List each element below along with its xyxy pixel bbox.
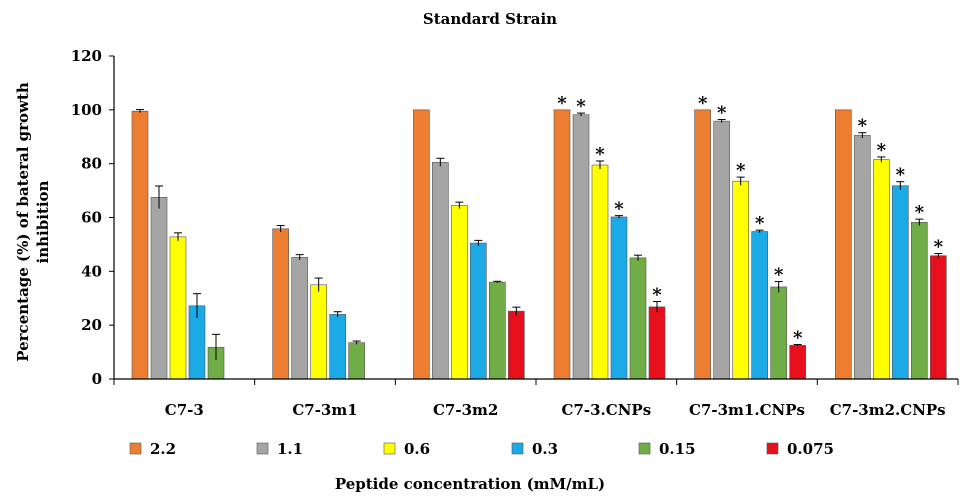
x-tick-label: C7-3m1.CNPs [689, 401, 805, 419]
bar [150, 197, 168, 380]
bar [169, 236, 187, 380]
category-labels: C7-3 C7-3m1 C7-3m2 C7-3.CNPs C7-3m1.CNPs C7-3… [165, 401, 946, 419]
bar [911, 222, 928, 380]
legend-label: 1.1 [277, 440, 303, 458]
y-axis-label-line-1: Percentage (%) of bateral growth [14, 82, 32, 362]
bar [310, 284, 327, 380]
bar [489, 281, 506, 380]
significance-marker: * [877, 140, 887, 161]
bar [553, 109, 571, 380]
y-tick-label: 0 [92, 370, 102, 388]
x-tick-label: C7-3 [165, 401, 204, 419]
legend-label: 0.075 [787, 440, 834, 458]
axes [113, 56, 959, 385]
legend-swatch [256, 442, 269, 455]
bar [751, 231, 768, 380]
y-tick-label: 100 [71, 101, 102, 119]
bar [694, 109, 711, 380]
legend-label: 2.2 [150, 440, 176, 458]
legend: 2.2 1.1 0.6 0.3 0.15 0.075 [129, 440, 834, 458]
y-tick-label: 60 [81, 209, 102, 227]
bar [413, 109, 430, 380]
significance-marker: * [614, 199, 624, 220]
x-tick-label: C7-3m1 [292, 401, 357, 419]
legend-swatch [638, 442, 651, 455]
legend-swatch [511, 442, 524, 455]
significance-marker: * [858, 116, 868, 137]
significance-marker: * [557, 93, 567, 114]
chart-title: Standard Strain [423, 10, 557, 28]
significance-marker: * [755, 213, 765, 234]
bar [770, 286, 787, 380]
bar [610, 216, 628, 380]
bar [451, 205, 468, 380]
bar [272, 228, 289, 380]
significance-marker: * [652, 284, 662, 305]
bar [348, 342, 365, 380]
significance-marker: * [896, 165, 906, 186]
x-tick-label: C7-3.CNPs [562, 401, 652, 419]
y-tick-label: 40 [81, 262, 102, 280]
bar [713, 120, 730, 380]
bar [572, 114, 590, 380]
bar [835, 109, 852, 380]
legend-label: 0.3 [532, 440, 558, 458]
x-axis-label: Peptide concentration (mM/mL) [335, 475, 605, 493]
bar [329, 314, 346, 380]
bar [930, 255, 947, 380]
bar [892, 185, 909, 380]
y-tick-label: 120 [71, 47, 102, 65]
significance-marker: * [774, 265, 784, 286]
legend-swatch [383, 442, 396, 455]
bar [291, 257, 308, 380]
significance-marker: * [576, 96, 586, 117]
bar [629, 257, 647, 380]
significance-marker: * [698, 93, 708, 114]
significance-marker: * [915, 202, 925, 223]
significance-marker: * [934, 237, 944, 258]
bar [648, 306, 666, 380]
bar [789, 345, 806, 380]
y-tick-label: 20 [81, 316, 102, 334]
plot-area: * * * * * * * * * * * * * * * * [131, 93, 947, 380]
bar [508, 310, 525, 380]
significance-marker: * [793, 328, 803, 349]
significance-marker: * [717, 103, 727, 124]
bar [873, 159, 890, 380]
legend-swatch [766, 442, 779, 455]
bar [470, 242, 487, 380]
y-axis-ticks: 0 20 40 60 80 100 120 [71, 47, 114, 388]
y-axis-label-line-2: inhibition [34, 180, 52, 263]
significance-marker: * [736, 160, 746, 181]
bar [854, 135, 871, 380]
bar [131, 110, 149, 380]
bar [591, 164, 609, 380]
legend-label: 0.6 [404, 440, 430, 458]
bar [432, 162, 449, 380]
y-axis-label: Percentage (%) of bateral growth inhibit… [14, 82, 52, 362]
significance-marker: * [595, 144, 605, 165]
bar [732, 180, 749, 380]
y-tick-label: 80 [81, 155, 102, 173]
legend-label: 0.15 [659, 440, 696, 458]
x-tick-label: C7-3m2 [433, 401, 498, 419]
x-tick-label: C7-3m2.CNPs [830, 401, 946, 419]
legend-swatch [129, 442, 142, 455]
